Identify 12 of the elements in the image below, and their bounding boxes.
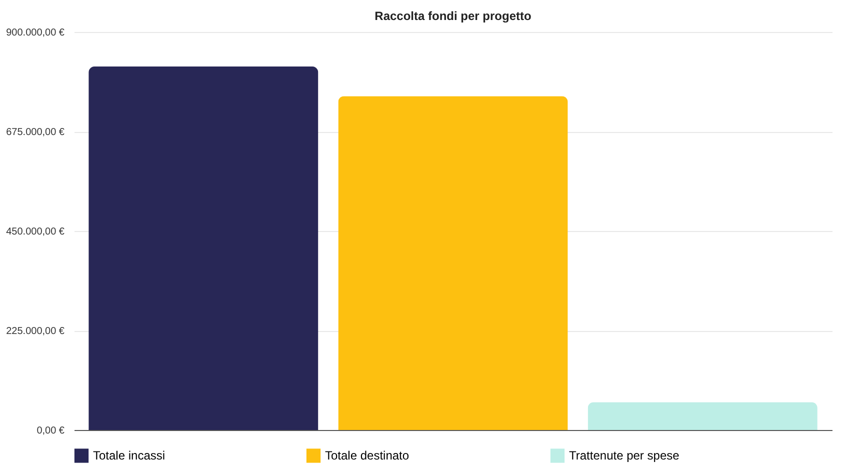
y-tick-label: 675.000,00 € <box>6 127 65 138</box>
bar <box>338 96 568 430</box>
y-tick-label: 0,00 € <box>36 426 65 436</box>
legend-label: Totale incassi <box>93 448 166 463</box>
bar <box>88 66 318 430</box>
bar <box>588 402 818 430</box>
y-tick-label: 900.000,00 € <box>6 28 65 38</box>
y-tick-label: 225.000,00 € <box>6 326 65 337</box>
legend-label: Trattenute per spese <box>569 448 680 463</box>
chart-title: Raccolta fondi per progetto <box>374 9 532 23</box>
y-tick-label: 450.000,00 € <box>6 226 65 238</box>
legend-label: Totale destinato <box>325 448 410 463</box>
